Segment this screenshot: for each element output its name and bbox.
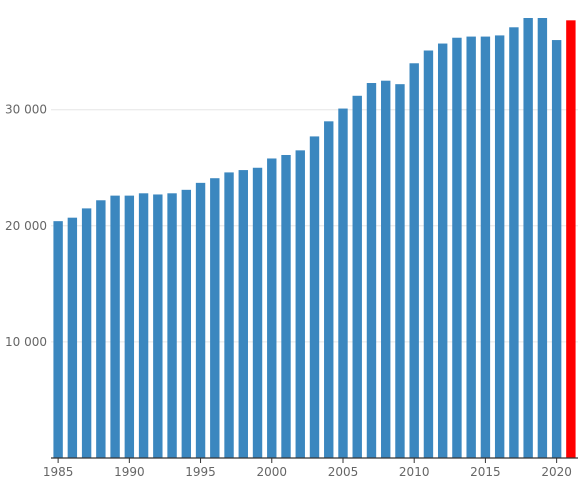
bar-2000 <box>267 158 277 459</box>
y-tick-label: 10 000 <box>5 335 47 349</box>
bar-1988 <box>96 200 106 458</box>
bar-2020 <box>551 40 562 459</box>
bar-1989 <box>110 195 120 458</box>
bar-2016 <box>494 35 505 459</box>
bar-1998 <box>238 170 248 459</box>
bar-1987 <box>81 208 92 458</box>
bar-2021 <box>566 20 576 458</box>
bar-2002 <box>295 150 305 459</box>
bar-1990 <box>124 195 135 458</box>
bar-2003 <box>309 136 320 459</box>
bar-2018 <box>523 18 533 458</box>
bar-2004 <box>324 121 334 459</box>
bar-2007 <box>366 83 377 459</box>
x-tick-label: 1985 <box>43 465 74 479</box>
x-tick-label: 2020 <box>541 465 572 479</box>
bar-1992 <box>153 194 163 458</box>
bar-1985 <box>53 221 63 458</box>
bar-2011 <box>423 50 434 459</box>
x-axis: 1985 1990 1995 2000 2005 2010 2015 2020 <box>43 457 578 479</box>
bar-1986 <box>67 217 78 458</box>
bar-2015 <box>480 36 491 459</box>
bar-2009 <box>395 84 405 459</box>
x-tick-label: 1990 <box>114 465 145 479</box>
y-axis-labels: 10 000 20 000 30 000 <box>5 103 47 349</box>
bar-2001 <box>281 154 291 459</box>
bar-1991 <box>138 193 149 458</box>
bar-1995 <box>195 182 206 459</box>
bar-2014 <box>466 36 476 459</box>
bar-2010 <box>409 63 419 459</box>
bar-1993 <box>167 193 177 458</box>
bar-2012 <box>437 43 448 459</box>
bar-2005 <box>338 108 348 459</box>
bar-1999 <box>252 167 263 459</box>
bar-2013 <box>452 37 462 459</box>
bar-1996 <box>210 178 220 459</box>
x-tick-label: 2010 <box>399 465 430 479</box>
x-tick-label: 2005 <box>328 465 359 479</box>
x-tick-label: 2015 <box>470 465 501 479</box>
bars <box>53 18 576 459</box>
bar-1997 <box>224 172 234 459</box>
bar-1994 <box>181 189 192 458</box>
bar-2006 <box>352 95 362 459</box>
y-tick-label: 20 000 <box>5 219 47 233</box>
bar-2017 <box>509 27 519 459</box>
bar-2019 <box>537 18 548 458</box>
x-tick-label: 1995 <box>185 465 216 479</box>
bar-2008 <box>381 80 391 459</box>
x-tick-label: 2000 <box>256 465 287 479</box>
y-tick-label: 30 000 <box>5 103 47 117</box>
